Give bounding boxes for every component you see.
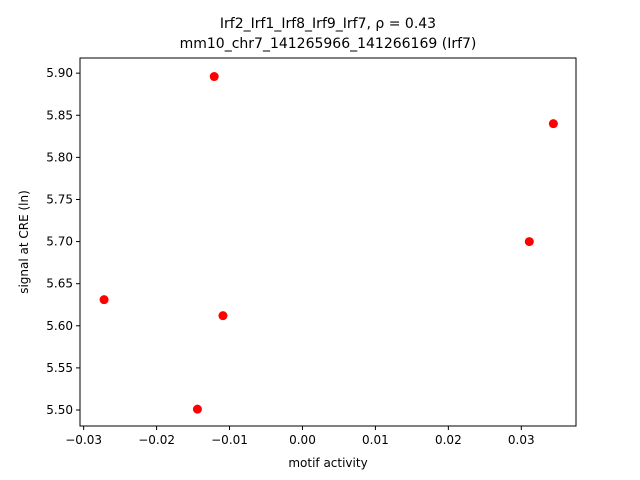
- y-tick-label: 5.70: [46, 235, 73, 249]
- data-points: [99, 72, 558, 414]
- x-tick-label: −0.02: [138, 433, 175, 447]
- y-axis-label: signal at CRE (ln): [17, 190, 31, 294]
- y-tick-label: 5.80: [46, 150, 73, 164]
- y-tick-label: 5.65: [46, 277, 73, 291]
- scatter-point: [548, 119, 558, 129]
- x-tick-label: −0.01: [211, 433, 248, 447]
- y-tick-label: 5.85: [46, 108, 73, 122]
- plot-area-frame: [79, 57, 577, 427]
- y-tick-label: 5.50: [46, 403, 73, 417]
- y-tick-label: 5.55: [46, 361, 73, 375]
- x-tick-label: 0.01: [362, 433, 389, 447]
- scatter-point: [524, 237, 534, 247]
- x-tick-label: 0.00: [289, 433, 316, 447]
- x-tick-label: 0.02: [435, 433, 462, 447]
- x-tick-label: 0.03: [508, 433, 535, 447]
- scatter-point: [209, 72, 219, 82]
- chart-title-line2: mm10_chr7_141265966_141266169 (Irf7): [180, 36, 477, 52]
- chart-title-line1: Irf2_Irf1_Irf8_Irf9_Irf7, ρ = 0.43: [220, 16, 436, 32]
- y-axis-ticks: 5.50 5.55 5.60 5.65 5.70 5.75 5.80 5.85 5.90: [46, 66, 80, 417]
- scatter-point: [218, 311, 228, 321]
- x-axis-ticks: −0.03 −0.02 −0.01 0.00 0.01 0.02 0.03: [65, 426, 535, 447]
- y-tick-label: 5.75: [46, 192, 73, 206]
- y-tick-label: 5.60: [46, 319, 73, 333]
- x-tick-label: −0.03: [65, 433, 102, 447]
- scatter-point: [99, 295, 109, 305]
- x-axis-label: motif activity: [288, 456, 367, 470]
- y-tick-label: 5.90: [46, 66, 73, 80]
- scatter-point: [192, 404, 202, 414]
